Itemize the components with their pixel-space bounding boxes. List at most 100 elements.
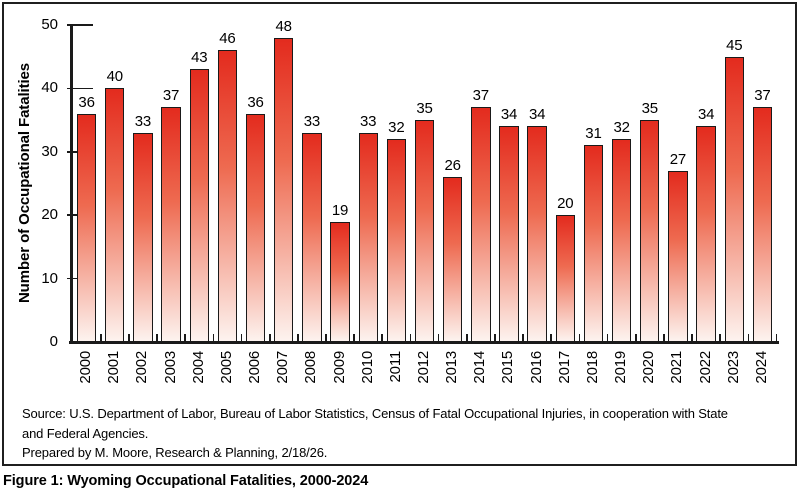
x-tick-mark	[296, 334, 299, 342]
x-tick-mark	[184, 334, 187, 342]
y-tick-mark	[67, 87, 93, 90]
x-tick-label: 2016	[527, 351, 545, 384]
y-tick-label: 0	[49, 333, 58, 350]
bar-value-label: 45	[726, 36, 743, 54]
x-tick-label: 2018	[583, 351, 601, 384]
x-tick-label: 2017	[555, 351, 573, 384]
bar-value-label: 43	[191, 49, 208, 67]
x-tick-label: 2019	[612, 351, 630, 384]
x-tick-label: 2014	[471, 351, 489, 384]
bar-value-label: 34	[500, 106, 518, 124]
bar-value-label: 31	[585, 125, 602, 143]
x-tick-mark	[99, 334, 102, 342]
x-tick-label: 2013	[443, 351, 461, 384]
x-tick-label: 2008	[302, 351, 320, 384]
bar-2004	[189, 69, 209, 342]
source-note-line1: Source: U.S. Department of Labor, Bureau…	[22, 406, 728, 421]
x-tick-mark	[353, 334, 355, 342]
x-tick-mark	[212, 334, 215, 342]
y-tick-label: 40	[41, 79, 58, 97]
bar-value-label: 34	[697, 106, 715, 124]
x-tick-mark	[775, 334, 778, 342]
bar-2000	[76, 113, 97, 342]
x-tick-mark	[719, 334, 722, 342]
bar-value-label: 46	[219, 30, 236, 48]
y-tick-label: 20	[41, 206, 58, 224]
bar-2022	[696, 126, 716, 342]
bar-value-label: 33	[134, 112, 152, 130]
x-tick-mark	[240, 334, 243, 342]
x-tick-label: 2011	[386, 351, 404, 383]
bar-2018	[583, 145, 604, 342]
bar-2019	[611, 139, 632, 342]
x-tick-label: 2021	[668, 351, 686, 384]
bar-value-label: 40	[106, 68, 123, 86]
x-tick-mark	[634, 334, 637, 342]
bar-value-label: 35	[641, 100, 658, 118]
bar-2011	[386, 139, 407, 342]
x-tick-mark	[268, 334, 271, 342]
y-axis-line	[70, 25, 73, 344]
bar-value-label: 37	[162, 87, 180, 105]
x-tick-mark	[71, 334, 74, 342]
x-tick-mark	[606, 334, 609, 342]
bar-2013	[442, 177, 463, 342]
x-tick-mark	[747, 334, 750, 342]
x-tick-label: 2001	[105, 351, 123, 384]
x-tick-mark	[409, 334, 412, 342]
y-tick-label: 30	[41, 142, 58, 160]
bar-value-label: 37	[754, 87, 771, 105]
x-tick-label: 2009	[330, 351, 348, 384]
source-note-line3: Prepared by M. Moore, Research & Plannin…	[22, 445, 328, 460]
x-axis-line	[69, 341, 779, 344]
bar-value-label: 36	[247, 93, 264, 111]
x-tick-mark	[691, 334, 693, 342]
bar-value-label: 32	[388, 119, 405, 137]
x-tick-label: 2006	[246, 351, 264, 384]
source-note-line2: and Federal Agencies.	[22, 425, 149, 441]
x-tick-mark	[578, 334, 581, 342]
x-tick-label: 2022	[696, 351, 714, 384]
bar-2020	[640, 120, 660, 342]
bar-value-label: 34	[528, 106, 546, 124]
x-tick-label: 2020	[640, 351, 658, 384]
x-tick-mark	[465, 334, 468, 342]
bar-value-label: 35	[416, 100, 433, 118]
y-tick-label: 50	[41, 16, 58, 33]
bar-2008	[302, 132, 322, 342]
bar-value-label: 36	[78, 93, 95, 111]
x-tick-label: 2002	[133, 351, 151, 384]
x-tick-mark	[437, 334, 440, 342]
x-tick-label: 2012	[415, 351, 432, 384]
bar-2021	[668, 170, 688, 342]
x-tick-label: 2004	[189, 351, 207, 384]
bar-2006	[245, 113, 266, 342]
bar-value-label: 32	[613, 119, 630, 137]
bar-value-label: 26	[444, 157, 461, 175]
x-tick-mark	[128, 334, 130, 342]
x-tick-label: 2005	[217, 351, 235, 384]
bar-2007	[274, 37, 294, 342]
bar-value-label: 48	[275, 17, 292, 35]
x-tick-mark	[522, 334, 524, 342]
x-tick-mark	[494, 334, 496, 342]
x-tick-mark	[381, 334, 384, 342]
bar-2014	[471, 107, 491, 342]
bar-2010	[358, 132, 378, 342]
bar-2001	[105, 88, 125, 342]
bar-value-label: 33	[303, 112, 320, 130]
bar-2023	[724, 56, 744, 342]
figure-caption: Figure 1: Wyoming Occupational Fatalitie…	[3, 473, 369, 489]
x-tick-mark	[550, 334, 553, 342]
x-tick-mark	[156, 334, 158, 342]
bar-value-label: 37	[472, 87, 489, 105]
x-tick-label: 2024	[752, 351, 770, 384]
bar-2015	[499, 126, 519, 342]
bar-value-label: 27	[669, 150, 687, 168]
bar-2012	[414, 120, 435, 342]
bar-2016	[527, 126, 547, 342]
bar-value-label: 20	[557, 195, 574, 213]
bar-2017	[555, 215, 575, 342]
x-tick-label: 2007	[274, 351, 292, 384]
